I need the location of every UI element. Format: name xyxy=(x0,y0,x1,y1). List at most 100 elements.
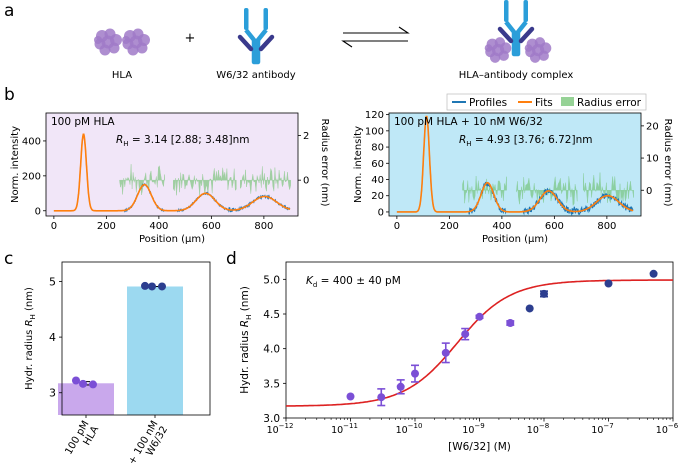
y-tick-label: 5 xyxy=(49,275,56,288)
data-point xyxy=(141,281,149,290)
data-point xyxy=(441,348,450,357)
equilibrium-arrows-icon xyxy=(341,26,410,48)
y-tick-label: 20 xyxy=(371,191,384,202)
radius-error-area xyxy=(173,167,237,196)
chart-title: 100 pM HLA + 10 nM W6/32 xyxy=(394,116,543,128)
radius-error-area xyxy=(462,176,507,204)
data-point xyxy=(396,382,405,391)
radius-annotation: RH = 3.14 [2.88; 3.48]nm xyxy=(116,134,249,148)
legend-radius-error-label: Radius error xyxy=(577,97,642,109)
protein-lobe xyxy=(484,44,493,52)
y-tick-label: 0 xyxy=(378,207,384,218)
chart-title: 100 pM HLA xyxy=(51,116,115,128)
radius-annotation: RH = 4.93 [3.76; 6.72]nm xyxy=(459,134,592,148)
x-tick-label: 800 xyxy=(254,221,273,232)
data-point xyxy=(604,279,613,288)
data-point xyxy=(540,289,548,298)
y-tick-label: 4.5 xyxy=(263,309,280,321)
protein-lobe xyxy=(127,44,139,56)
y-axis-label: Norm. intensity xyxy=(353,126,364,203)
complex-antibody-icon xyxy=(497,0,535,57)
data-point xyxy=(89,380,97,389)
y-tick-label: 3.5 xyxy=(263,378,280,390)
data-point xyxy=(148,282,156,291)
y2-axis-label: Radius error (nm) xyxy=(319,119,330,207)
y2-axis-label: Radius error (nm) xyxy=(662,119,673,207)
y-tick-label: 120 xyxy=(365,110,384,121)
y-tick-label: 4.0 xyxy=(263,344,280,356)
data-point xyxy=(72,376,80,385)
legend: Profiles Fits Radius error xyxy=(446,93,647,111)
legend-frame xyxy=(446,93,647,111)
complex-label: HLA–antibody complex xyxy=(459,70,574,81)
protein-lobe xyxy=(94,36,102,44)
x-tick-label: 10−6 xyxy=(656,422,679,436)
hla-label: HLA xyxy=(112,70,132,81)
protein-lobe xyxy=(136,42,148,54)
x-tick-label: 100 pMHLA xyxy=(63,419,101,462)
x-axis-label: [W6/32] (M) xyxy=(448,441,511,453)
hla-molecule-1 xyxy=(94,28,122,56)
protein-lobe xyxy=(498,50,509,61)
x-tick-label: 600 xyxy=(545,221,564,232)
radius-error-area xyxy=(239,166,291,194)
data-point xyxy=(377,393,386,402)
y-tick-label: 400 xyxy=(22,136,41,147)
x-tick-label: 0 xyxy=(394,221,400,232)
y-tick-label: 60 xyxy=(371,159,384,170)
titration-chart: 10−12 10−11 10−10 10−9 10−8 10−7 10−6 3.0 3.5 4.0… xyxy=(239,261,679,453)
data-point xyxy=(649,269,658,278)
panel-letter-d: d xyxy=(226,249,237,269)
profile-chart-hla: 0 200 400 600 800 0 200 400 0 2 Position (μm) Norm.… xyxy=(10,112,330,245)
complex-hla-left xyxy=(484,37,512,63)
data-point xyxy=(506,319,515,328)
protein-lobe xyxy=(489,52,501,63)
x-axis-label: Position (μm) xyxy=(482,234,548,245)
profile-chart-complex: 0 200 400 600 800 0 20 40 60 80 100 120 0 10 20 Positio… xyxy=(353,110,673,245)
y-tick-label: 80 xyxy=(371,143,384,154)
x-tick-label: 400 xyxy=(492,221,511,232)
x-tick-label: 0 xyxy=(51,221,57,232)
data-point xyxy=(79,379,87,388)
y-tick-label: 200 xyxy=(22,171,41,182)
data-point xyxy=(475,312,484,321)
kd-annotation: Kd = 400 ± 40 pM xyxy=(306,275,401,289)
data-point xyxy=(525,304,534,313)
antibody-icon xyxy=(237,8,275,65)
x-tick-label: 10−7 xyxy=(591,422,613,436)
antibody-label: W6/32 antibody xyxy=(216,70,296,81)
x-tick-label: 200 xyxy=(440,221,459,232)
y-tick-label: 0 xyxy=(35,206,41,217)
x-tick-label: 800 xyxy=(597,221,616,232)
y-tick-label: 5.0 xyxy=(263,274,280,286)
y-tick-label: 100 xyxy=(365,126,384,137)
y2-tick-label: 20 xyxy=(646,121,659,132)
y-axis-label: Hydr. radius RH (nm) xyxy=(24,287,37,390)
protein-lobe xyxy=(538,50,549,61)
y-tick-label: 3.0 xyxy=(263,413,280,425)
x-tick-label: 600 xyxy=(202,221,221,232)
plus-sign: + xyxy=(185,31,196,46)
bar xyxy=(127,286,183,415)
data-point xyxy=(346,392,355,401)
x-tick-label: 10−12 xyxy=(267,422,294,436)
plot-frame xyxy=(388,112,642,217)
fit-curve xyxy=(285,279,673,407)
y2-tick-label: 10 xyxy=(646,154,659,165)
panel-letter-a: a xyxy=(4,1,14,21)
y2-tick-label: 2 xyxy=(303,131,309,142)
x-tick-label: 10−9 xyxy=(462,422,484,436)
hla-molecule-2 xyxy=(122,28,150,56)
x-tick-label: 10−11 xyxy=(331,422,358,436)
y-axis-label: Norm. intensity xyxy=(10,126,21,203)
y-tick-label: 4 xyxy=(49,331,56,344)
y-tick-label: 3 xyxy=(49,387,56,400)
radius-bar-chart: 3 4 5 100 pMHLA + 100 nMW6/32 Hydr. radius RH… xyxy=(24,261,211,469)
plot-background xyxy=(46,113,298,216)
panel-letter-c: c xyxy=(4,249,13,269)
x-tick-label: 200 xyxy=(97,221,116,232)
plot-frame xyxy=(61,261,211,416)
data-point xyxy=(158,282,166,291)
x-tick-label: + 100 nMW6/32 xyxy=(127,419,170,469)
y2-tick-label: 0 xyxy=(303,176,309,187)
